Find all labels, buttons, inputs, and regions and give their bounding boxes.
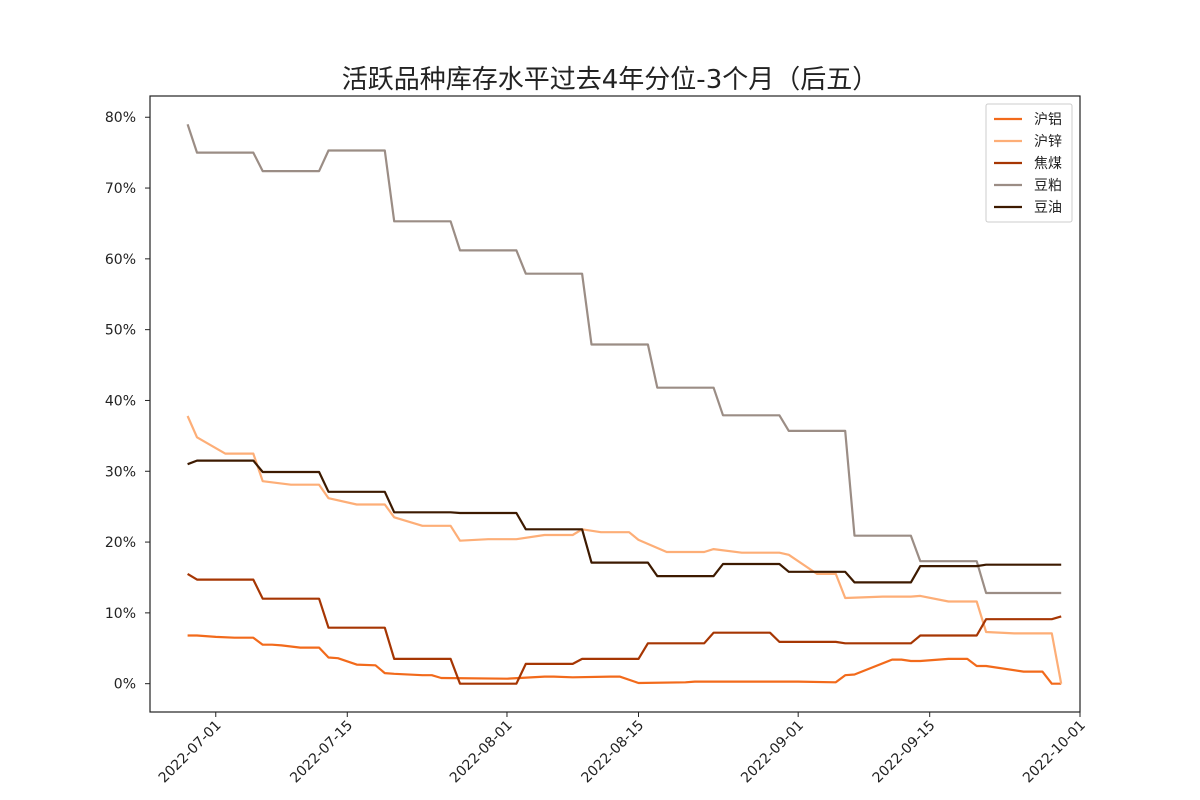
legend-label: 沪铝 [1034, 112, 1062, 128]
y-tick-label: 40% [105, 393, 136, 409]
x-tick-label: 2022-08-15 [578, 718, 647, 787]
series-layer [186, 123, 1063, 685]
legend-label: 沪锌 [1034, 134, 1062, 150]
chart-title: 活跃品种库存水平过去4年分位-3个月（后五） [342, 65, 878, 95]
x-tick-label: 2022-07-01 [156, 718, 225, 787]
x-tick-label: 2022-07-15 [287, 718, 356, 787]
y-tick-label: 10% [105, 606, 136, 622]
plot-frame [149, 95, 1081, 713]
y-tick-label: 80% [105, 110, 136, 126]
legend-box [985, 103, 1073, 223]
y-tick-label: 60% [105, 252, 136, 268]
x-axis: 2022-07-01 2022-07-15 2022-08-01 2022-08-15… [156, 712, 1089, 786]
y-tick-label: 30% [105, 464, 136, 480]
y-axis: 0% 10% 20% 30% 40% 50% 60% 70% 80% [105, 110, 150, 693]
x-tick-label: 2022-10-01 [1020, 718, 1089, 787]
series-line-1 [187, 634, 1062, 685]
y-tick-label: 0% [114, 677, 136, 693]
y-tick-label: 70% [105, 181, 136, 197]
series-line-3 [187, 572, 1062, 685]
y-tick-label: 50% [105, 323, 136, 339]
series-line-4 [186, 123, 1062, 595]
x-tick-label: 2022-08-01 [447, 718, 516, 787]
legend-label: 豆油 [1034, 200, 1062, 216]
y-tick-label: 20% [105, 535, 136, 551]
series-line-5 [187, 459, 1062, 584]
series-line-2 [186, 415, 1063, 684]
x-tick-label: 2022-09-01 [738, 718, 807, 787]
legend-label: 豆粕 [1034, 178, 1062, 194]
legend-label: 焦煤 [1034, 156, 1062, 172]
x-tick-label: 2022-09-15 [870, 718, 939, 787]
